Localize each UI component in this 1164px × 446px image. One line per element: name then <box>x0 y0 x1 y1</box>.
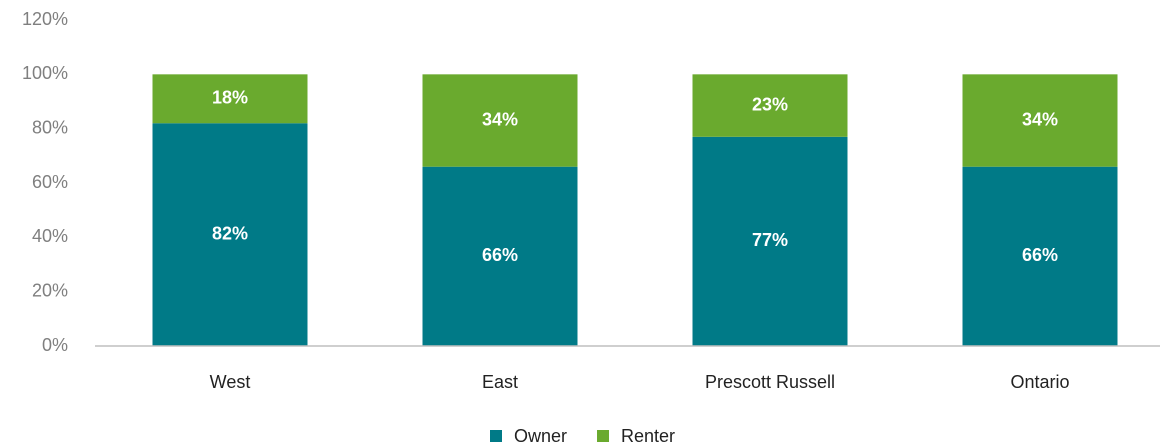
y-tick-label: 40% <box>32 226 68 246</box>
bar-segment <box>692 74 848 137</box>
data-label: 23% <box>752 94 788 114</box>
y-tick-label: 80% <box>32 117 68 137</box>
data-label: 34% <box>482 109 518 129</box>
bar-segment <box>422 74 578 167</box>
y-tick-label: 60% <box>32 172 68 192</box>
bar-segment <box>962 166 1118 346</box>
y-tick-label: 20% <box>32 280 68 300</box>
y-tick-label: 120% <box>22 9 68 29</box>
legend-label: Owner <box>514 426 567 446</box>
legend-label: Renter <box>621 426 675 446</box>
data-label: 66% <box>482 245 518 265</box>
data-label: 18% <box>212 88 248 108</box>
bar-segment <box>692 136 848 346</box>
legend-swatch <box>597 430 610 442</box>
x-tick-label: West <box>210 372 251 392</box>
legend-swatch <box>490 430 502 442</box>
x-tick-label: Prescott Russell <box>705 372 835 392</box>
x-tick-label: East <box>482 372 518 392</box>
data-label: 66% <box>1022 245 1058 265</box>
data-label: 82% <box>212 223 248 243</box>
y-tick-label: 0% <box>42 335 68 355</box>
data-label: 34% <box>1022 109 1058 129</box>
bar-segment <box>422 166 578 346</box>
y-tick-label: 100% <box>22 63 68 83</box>
bar-segment <box>152 123 308 346</box>
bar-segment <box>152 74 308 124</box>
x-tick-label: Ontario <box>1010 372 1069 392</box>
bar-segment <box>962 74 1118 167</box>
data-label: 77% <box>752 230 788 250</box>
